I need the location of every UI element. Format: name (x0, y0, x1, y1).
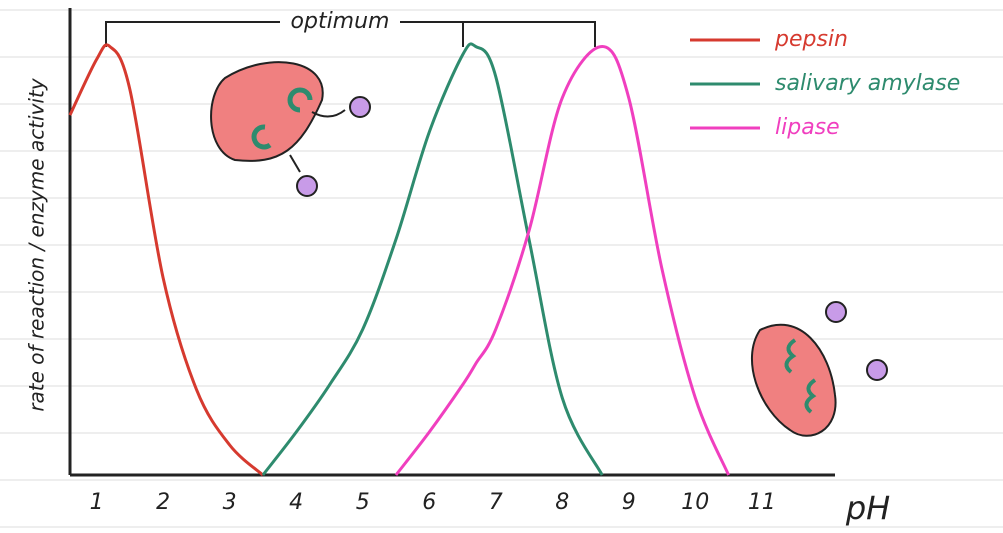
x-tick-label: 9 (622, 490, 636, 515)
x-tick-label: 10 (681, 490, 709, 515)
x-tick-label: 6 (422, 490, 436, 515)
x-tick-label: 1 (90, 490, 104, 515)
legend-label: salivary amylase (775, 71, 960, 96)
x-axis-label: pH (845, 489, 890, 527)
line (396, 47, 729, 475)
x-tick-label: 7 (489, 490, 503, 515)
legend-label: pepsin (774, 27, 848, 52)
x-tick-label: 4 (289, 490, 303, 515)
x-tick-label: 8 (555, 490, 569, 515)
x-tick-label: 3 (223, 490, 237, 515)
plot: 1 2 3 4 5 6 7 8 9 10 11 pepsin salivary amylase lipas… (70, 27, 960, 515)
x-tick-label: 11 (748, 490, 776, 515)
legend-label: lipase (775, 115, 840, 140)
chart: rate of reaction / enzyme activity pH op… (0, 0, 1003, 533)
y-axis-label: rate of reaction / enzyme activity (25, 77, 49, 412)
x-tick-label: 5 (356, 490, 370, 515)
x-tick-label: 2 (156, 490, 170, 515)
annotation: optimum (291, 9, 390, 34)
